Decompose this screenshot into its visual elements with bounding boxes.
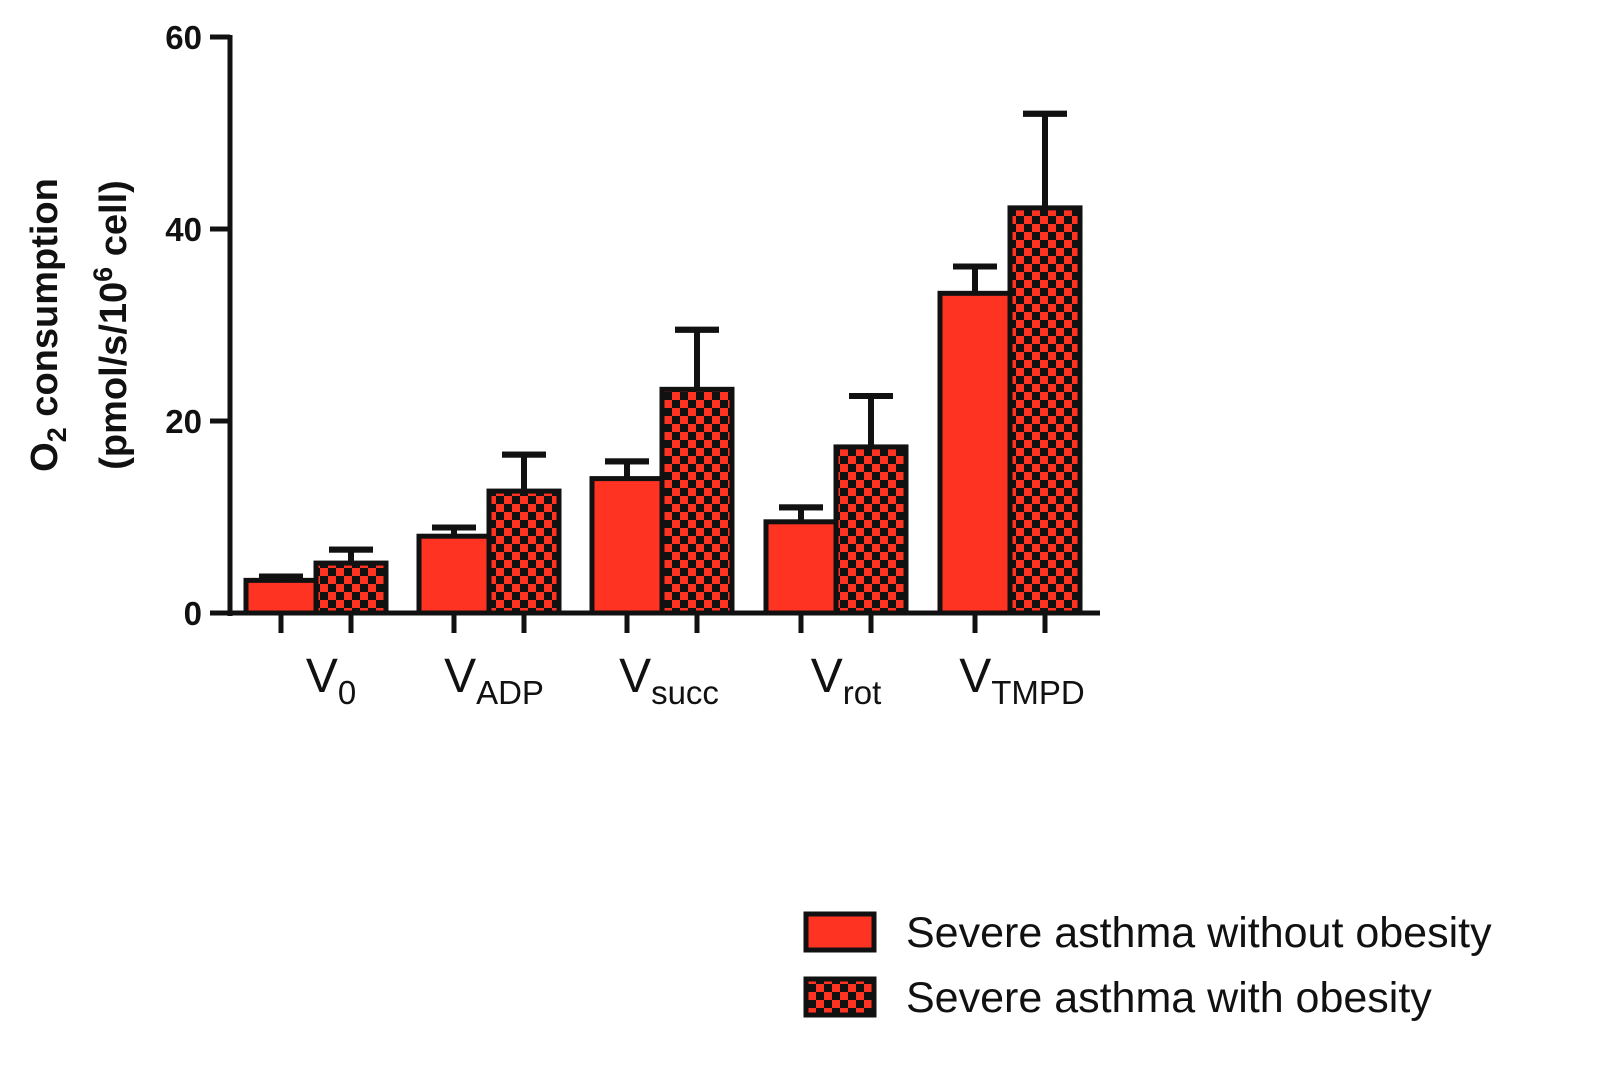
y-tick-label: 0: [184, 595, 202, 632]
bar: [1007, 205, 1083, 616]
bar: [416, 533, 492, 616]
x-tick-label: VADP: [444, 650, 544, 711]
bar: [763, 519, 839, 616]
legend-label: Severe asthma without obesity: [906, 909, 1492, 957]
legend-swatch: [803, 911, 877, 953]
bar: [589, 476, 665, 616]
axes: [210, 34, 1100, 633]
y-axis-title: (pmol/s/106 cell): [88, 180, 135, 470]
x-tick-label: Vsucc: [619, 650, 719, 711]
x-tick-label: V0: [306, 650, 356, 711]
legend: Severe asthma without obesity Severe asth…: [803, 909, 1492, 1022]
legend-label: Severe asthma with obesity: [906, 974, 1432, 1022]
bar: [486, 488, 562, 616]
y-tick-label: 60: [165, 19, 202, 56]
x-tick-label: VTMPD: [959, 650, 1085, 711]
labels: 0 20 40 60 V0 VADP Vsucc Vrot VTMPD O2 consumptio…: [24, 19, 1085, 711]
bar: [659, 386, 735, 616]
bar: [243, 577, 319, 616]
y-tick-label: 40: [165, 211, 202, 248]
y-axis-title: O2 consumption: [24, 178, 72, 472]
bar: [833, 444, 909, 616]
x-tick-label: Vrot: [811, 650, 882, 711]
bar: [313, 560, 389, 616]
bar: [937, 290, 1013, 616]
bars: [243, 110, 1083, 616]
legend-swatch: [803, 976, 877, 1018]
y-tick-label: 20: [165, 403, 202, 440]
